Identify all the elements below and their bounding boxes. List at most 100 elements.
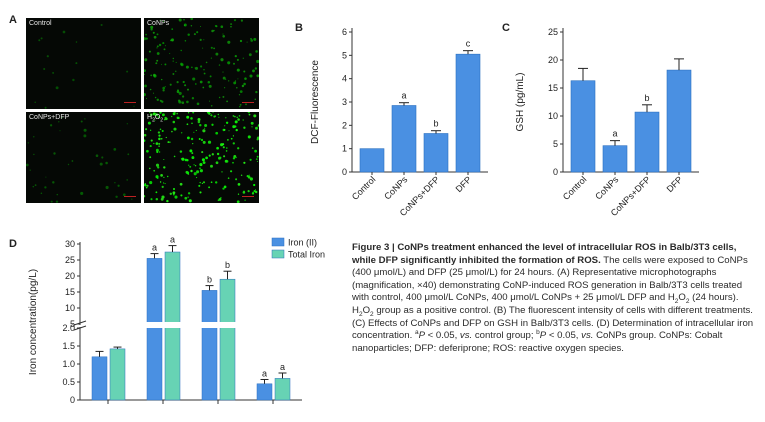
fluorescent-cell	[55, 200, 59, 203]
fluorescent-cell	[176, 90, 180, 94]
fluorescent-cell	[244, 199, 246, 201]
bar	[109, 348, 126, 401]
fluorescent-cell	[160, 174, 163, 177]
fluorescent-cell	[256, 59, 259, 64]
fluorescent-cell	[218, 116, 220, 118]
fluorescent-cell	[155, 197, 159, 201]
fluorescent-cell	[149, 129, 152, 131]
fluorescent-cell	[75, 41, 78, 43]
fluorescent-cell	[75, 62, 78, 65]
fluorescent-cell	[33, 153, 35, 156]
bar-break-gap	[146, 322, 163, 328]
fluorescent-cell	[222, 187, 225, 190]
fluorescent-cell	[255, 126, 258, 130]
fluorescent-cell	[114, 182, 116, 184]
fluorescent-cell	[161, 185, 164, 189]
fluorescent-cell	[144, 58, 148, 62]
fluorescent-cell	[232, 157, 236, 160]
fluorescent-cell	[199, 80, 203, 84]
fluorescent-cell	[171, 130, 173, 133]
fluorescent-cell	[256, 136, 259, 140]
fluorescent-cell	[222, 146, 225, 149]
fluorescent-cell	[149, 156, 152, 159]
fluorescent-cell	[50, 200, 53, 203]
fluorescent-cell	[184, 40, 187, 42]
fluorescent-cell	[210, 114, 213, 117]
micro-label-h2o2: H2O2	[147, 114, 164, 124]
fluorescent-cell	[52, 181, 55, 184]
fluorescent-cell	[247, 190, 250, 193]
fluorescent-cell	[144, 73, 146, 76]
panel-a-letter: A	[9, 14, 17, 26]
fluorescent-cell	[149, 145, 152, 148]
y-tick-label: 0.5	[62, 377, 75, 387]
fluorescent-cell	[163, 48, 166, 51]
fluorescent-cell	[176, 116, 180, 120]
fluorescent-cell	[217, 113, 219, 116]
fluorescent-cell	[219, 156, 222, 159]
fluorescent-cell	[236, 68, 240, 72]
bar	[274, 378, 291, 401]
fluorescent-cell	[161, 63, 163, 65]
fluorescent-cell	[146, 184, 149, 187]
fluorescent-cell	[201, 151, 204, 154]
x-tick-label: Control	[561, 174, 589, 202]
fluorescent-cell	[172, 60, 174, 62]
fluorescent-cell	[166, 199, 169, 203]
fluorescent-cell	[222, 76, 226, 80]
fluorescent-cell	[249, 177, 253, 181]
significance-label: a	[280, 362, 285, 372]
fluorescent-cell	[187, 112, 190, 114]
bar	[455, 53, 481, 173]
fluorescent-cell	[26, 163, 29, 167]
fluorescent-cell	[163, 166, 166, 169]
fluorescent-cell	[245, 103, 247, 106]
y-tick-label: 2	[342, 120, 347, 130]
micro-image-h2o2: H2O2	[144, 112, 259, 203]
fluorescent-cell	[44, 106, 47, 109]
bar	[219, 278, 236, 401]
significance-label: b	[207, 275, 212, 285]
fluorescent-cell	[199, 167, 201, 170]
fluorescent-cell	[99, 162, 103, 166]
caption-text: O	[362, 304, 371, 316]
chart-iron-concentration: 0 0.5 1.0 1.5 2.05 10 15 20 25 30 Iron concentrati…	[28, 235, 325, 405]
fluorescent-cell	[226, 147, 228, 149]
fluorescent-cell	[180, 158, 182, 160]
fluorescent-cell	[248, 53, 252, 57]
fluorescent-cell	[155, 175, 159, 179]
fluorescent-cell	[206, 112, 211, 114]
fluorescent-cell	[216, 152, 220, 156]
caption-title: Figure 3 | CoNPs treatment enhanced the …	[352, 242, 737, 266]
fluorescent-cell	[236, 58, 239, 61]
fluorescent-cell	[244, 77, 247, 80]
fluorescent-cell	[239, 103, 242, 106]
fluorescent-cell	[256, 74, 259, 78]
fluorescent-cell	[252, 69, 255, 73]
x-tick-label: DFP	[665, 174, 685, 194]
fluorescent-cell	[172, 187, 176, 191]
micro-image-conps-dfp: CoNPs+DFP	[26, 112, 141, 203]
fluorescent-cell	[202, 161, 206, 164]
y-tick-label: 0	[70, 395, 75, 405]
fluorescent-cell	[225, 150, 228, 152]
fluorescent-cell	[188, 199, 192, 203]
legend-swatch	[271, 249, 285, 259]
caption-text: P	[418, 330, 425, 342]
y-tick-label: 0	[553, 167, 558, 177]
fluorescent-cell	[187, 192, 191, 195]
fluorescent-cell	[176, 81, 179, 84]
fluorescent-cell	[240, 174, 243, 176]
fluorescent-cell	[149, 113, 153, 116]
fluorescent-cell	[184, 196, 188, 200]
fluorescent-cell	[247, 112, 250, 114]
fluorescent-cell	[226, 100, 228, 103]
fluorescent-cell	[246, 41, 248, 43]
caption-text: vs.	[459, 330, 473, 342]
fluorescent-cell	[210, 46, 213, 49]
fluorescent-cell	[67, 163, 70, 166]
y-tick-label: 20	[65, 271, 75, 281]
fluorescent-cell	[186, 171, 190, 175]
fluorescent-cell	[156, 150, 159, 154]
fluorescent-cell	[236, 87, 238, 89]
